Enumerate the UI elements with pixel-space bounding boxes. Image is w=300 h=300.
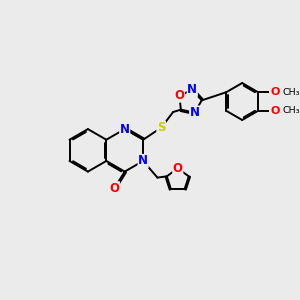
- Text: CH₃: CH₃: [283, 106, 300, 115]
- Text: N: N: [120, 123, 130, 136]
- Text: N: N: [138, 154, 148, 167]
- Text: O: O: [174, 89, 184, 102]
- Text: O: O: [173, 162, 183, 175]
- Text: S: S: [157, 121, 165, 134]
- Text: CH₃: CH₃: [283, 88, 300, 97]
- Text: O: O: [109, 182, 119, 195]
- Text: N: N: [187, 83, 197, 96]
- Text: N: N: [190, 106, 200, 119]
- Text: O: O: [270, 87, 280, 97]
- Text: O: O: [270, 106, 280, 116]
